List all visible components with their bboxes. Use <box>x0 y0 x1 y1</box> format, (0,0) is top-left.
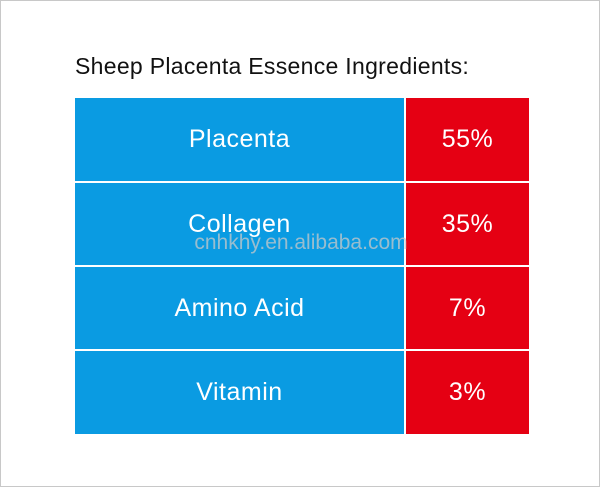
ingredient-percent: 55% <box>406 98 529 181</box>
ingredient-table: Placenta 55% Collagen 35% Amino Acid 7% Vitami… <box>75 98 529 434</box>
ingredient-name: Collagen <box>75 183 404 265</box>
watermark: cnhkhy.en.alibaba.com <box>194 231 408 254</box>
ingredient-name: Placenta <box>75 98 404 181</box>
ingredient-percent: 3% <box>406 351 529 434</box>
title: Sheep Placenta Essence Ingredients: <box>75 53 470 79</box>
ingredient-name: Vitamin <box>75 351 404 434</box>
ingredient-name: Amino Acid <box>75 267 404 349</box>
ingredient-percent: 35% <box>406 183 529 265</box>
ingredient-percent: 7% <box>406 267 529 349</box>
